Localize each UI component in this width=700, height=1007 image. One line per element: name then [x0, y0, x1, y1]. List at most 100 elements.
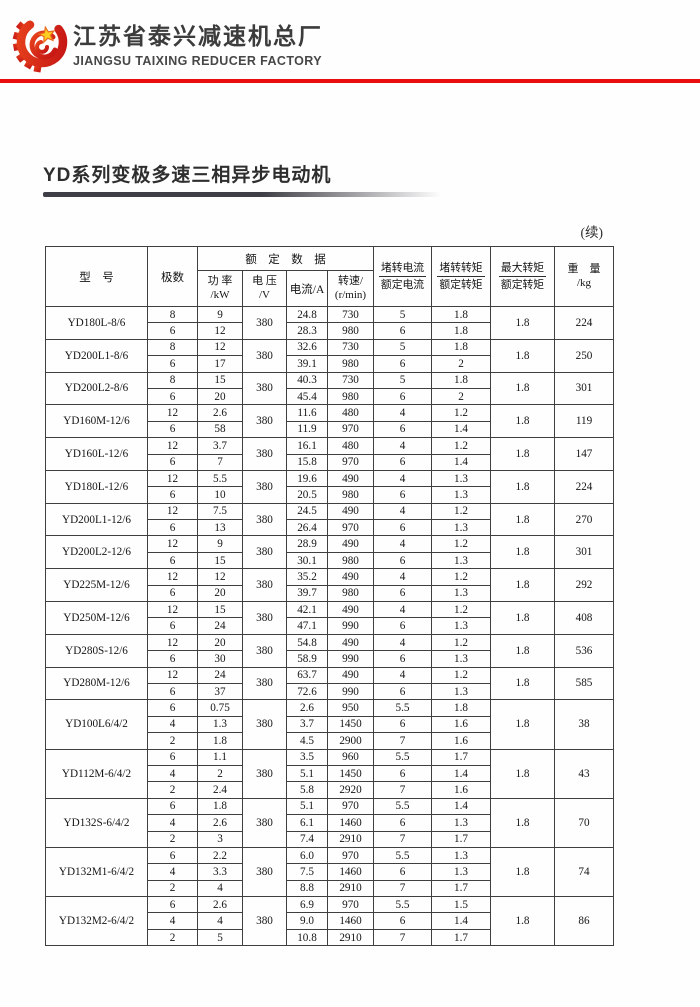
weight-cell: 38	[554, 699, 614, 750]
speed-cell: 960	[327, 748, 374, 766]
weight-cell: 270	[554, 502, 614, 537]
power-cell: 12	[197, 568, 243, 586]
company-logo	[11, 11, 73, 75]
power-cell: 20	[197, 387, 243, 406]
power-cell: 0.75	[197, 699, 243, 717]
locked-current-ratio-cell: 5.5	[373, 797, 432, 816]
locked-current-ratio-cell: 7	[373, 732, 432, 750]
voltage-cell: 380	[242, 633, 287, 668]
table-row: YD132M2-6/4/2 6 2.6 380 6.9 970 5.5 1.5 1.8 86	[45, 896, 614, 947]
power-unit: /kW	[210, 288, 230, 301]
voltage-cell: 380	[242, 666, 287, 701]
spec-table-body: YD180L-8/6 8 9 380 24.8 730 5 1.8 1.8 224 6 12 28.3 9…	[45, 305, 614, 947]
locked-torque-ratio-cell: 1.4	[431, 912, 491, 930]
table-row: 6 15 30.1 980 6 1.3	[46, 551, 614, 570]
poles-cell: 2	[147, 781, 198, 799]
power-cell: 2	[197, 764, 243, 783]
current-cell: 10.8	[286, 928, 328, 947]
gear-swirl-star-icon	[12, 16, 68, 73]
locked-current-ratio-cell: 6	[373, 486, 432, 504]
voltage-unit: /V	[259, 288, 270, 301]
locked-current-ratio-cell: 6	[373, 453, 432, 471]
locked-torque-ratio-cell: 1.3	[431, 863, 491, 881]
model-cell: YD160M-12/6	[45, 404, 148, 439]
locked-current-numerator: 堵转电流	[378, 261, 427, 277]
current-cell: 72.6	[286, 682, 328, 701]
speed-cell: 980	[327, 355, 374, 373]
poles-cell: 6	[147, 896, 198, 914]
power-cell: 58	[197, 420, 243, 439]
locked-current-ratio-cell: 5	[373, 305, 432, 324]
power-cell: 1.8	[197, 797, 243, 816]
max-torque-ratio-cell: 1.8	[490, 666, 555, 701]
table-row: 6 17 39.1 980 6 2	[46, 355, 614, 373]
current-cell: 6.9	[286, 896, 328, 914]
power-cell: 24	[197, 666, 243, 684]
locked-torque-ratio-cell: 1.4	[431, 420, 491, 439]
locked-torque-ratio-cell: 2	[431, 355, 491, 373]
max-torque-ratio-cell: 1.8	[490, 404, 555, 439]
weight-cell: 43	[554, 748, 614, 799]
table-row: 6 58 11.9 970 6 1.4	[46, 420, 614, 439]
current-cell: 35.2	[286, 568, 328, 586]
poles-cell: 4	[147, 764, 198, 783]
speed-cell: 480	[327, 437, 374, 455]
poles-cell: 6	[147, 748, 198, 766]
locked-current-denominator: 额定电流	[380, 279, 425, 291]
locked-current-ratio-cell: 6	[373, 322, 432, 340]
max-torque-ratio-cell: 1.8	[490, 601, 555, 635]
continued-label: (续)	[580, 225, 604, 240]
current-cell: 30.1	[286, 551, 328, 570]
model-cell: YD132M1-6/4/2	[45, 846, 148, 898]
poles-cell: 2	[147, 928, 198, 947]
voltage-cell: 380	[242, 437, 287, 471]
power-cell: 15	[197, 551, 243, 570]
locked-torque-ratio-cell: 1.3	[431, 682, 491, 701]
table-row: YD200L1-8/6 8 12 380 32.6 730 5 1.8 1.8 250	[45, 338, 614, 373]
table-row: YD280M-12/6 12 24 380 63.7 490 4 1.2 1.8 585	[45, 666, 614, 701]
weight-cell: 408	[554, 601, 614, 635]
table-row: YD250M-12/6 12 15 380 42.1 490 4 1.2 1.8 408	[45, 601, 614, 635]
voltage-cell: 380	[242, 535, 287, 570]
weight-cell: 301	[554, 371, 614, 406]
current-cell: 6.1	[286, 814, 328, 832]
power-cell: 3	[197, 830, 243, 848]
table-row: 4 3.3 7.5 1460 6 1.3	[46, 863, 614, 881]
power-cell: 30	[197, 650, 243, 668]
weight-cell: 250	[554, 338, 614, 373]
table-row: 4 2 5.1 1450 6 1.4	[46, 764, 614, 783]
power-cell: 1.3	[197, 715, 243, 734]
speed-cell: 490	[327, 666, 374, 684]
current-cell: 5.1	[286, 797, 328, 816]
speed-cell: 490	[327, 633, 374, 652]
table-row: 4 2.6 6.1 1460 6 1.3	[46, 814, 614, 832]
poles-cell: 6	[147, 682, 198, 701]
table-row: 2 4 8.8 2910 7 1.7	[46, 879, 614, 898]
poles-cell: 4	[147, 912, 198, 930]
voltage-cell: 380	[242, 338, 287, 373]
speed-cell: 2910	[327, 830, 374, 848]
locked-torque-ratio-cell: 1.8	[431, 322, 491, 340]
weight-label: 重 量	[567, 262, 601, 275]
locked-current-ratio-cell: 6	[373, 387, 432, 406]
speed-cell: 730	[327, 371, 374, 389]
current-cell: 7.4	[286, 830, 328, 848]
current-cell: 4.5	[286, 732, 328, 750]
poles-cell: 6	[147, 486, 198, 504]
current-cell: 19.6	[286, 469, 328, 488]
current-cell: 2.6	[286, 699, 328, 717]
locked-current-ratio-cell: 6	[373, 682, 432, 701]
poles-cell: 12	[147, 568, 198, 586]
locked-current-ratio-cell: 6	[373, 551, 432, 570]
speed-cell: 970	[327, 420, 374, 439]
locked-current-ratio-cell: 5.5	[373, 896, 432, 914]
speed-cell: 490	[327, 469, 374, 488]
locked-torque-ratio-cell: 1.2	[431, 568, 491, 586]
voltage-cell: 380	[242, 601, 287, 635]
poles-cell: 12	[147, 601, 198, 619]
title-underline	[43, 192, 441, 197]
power-cell: 12	[197, 338, 243, 357]
current-cell: 28.9	[286, 535, 328, 553]
locked-torque-ratio-cell: 1.4	[431, 764, 491, 783]
